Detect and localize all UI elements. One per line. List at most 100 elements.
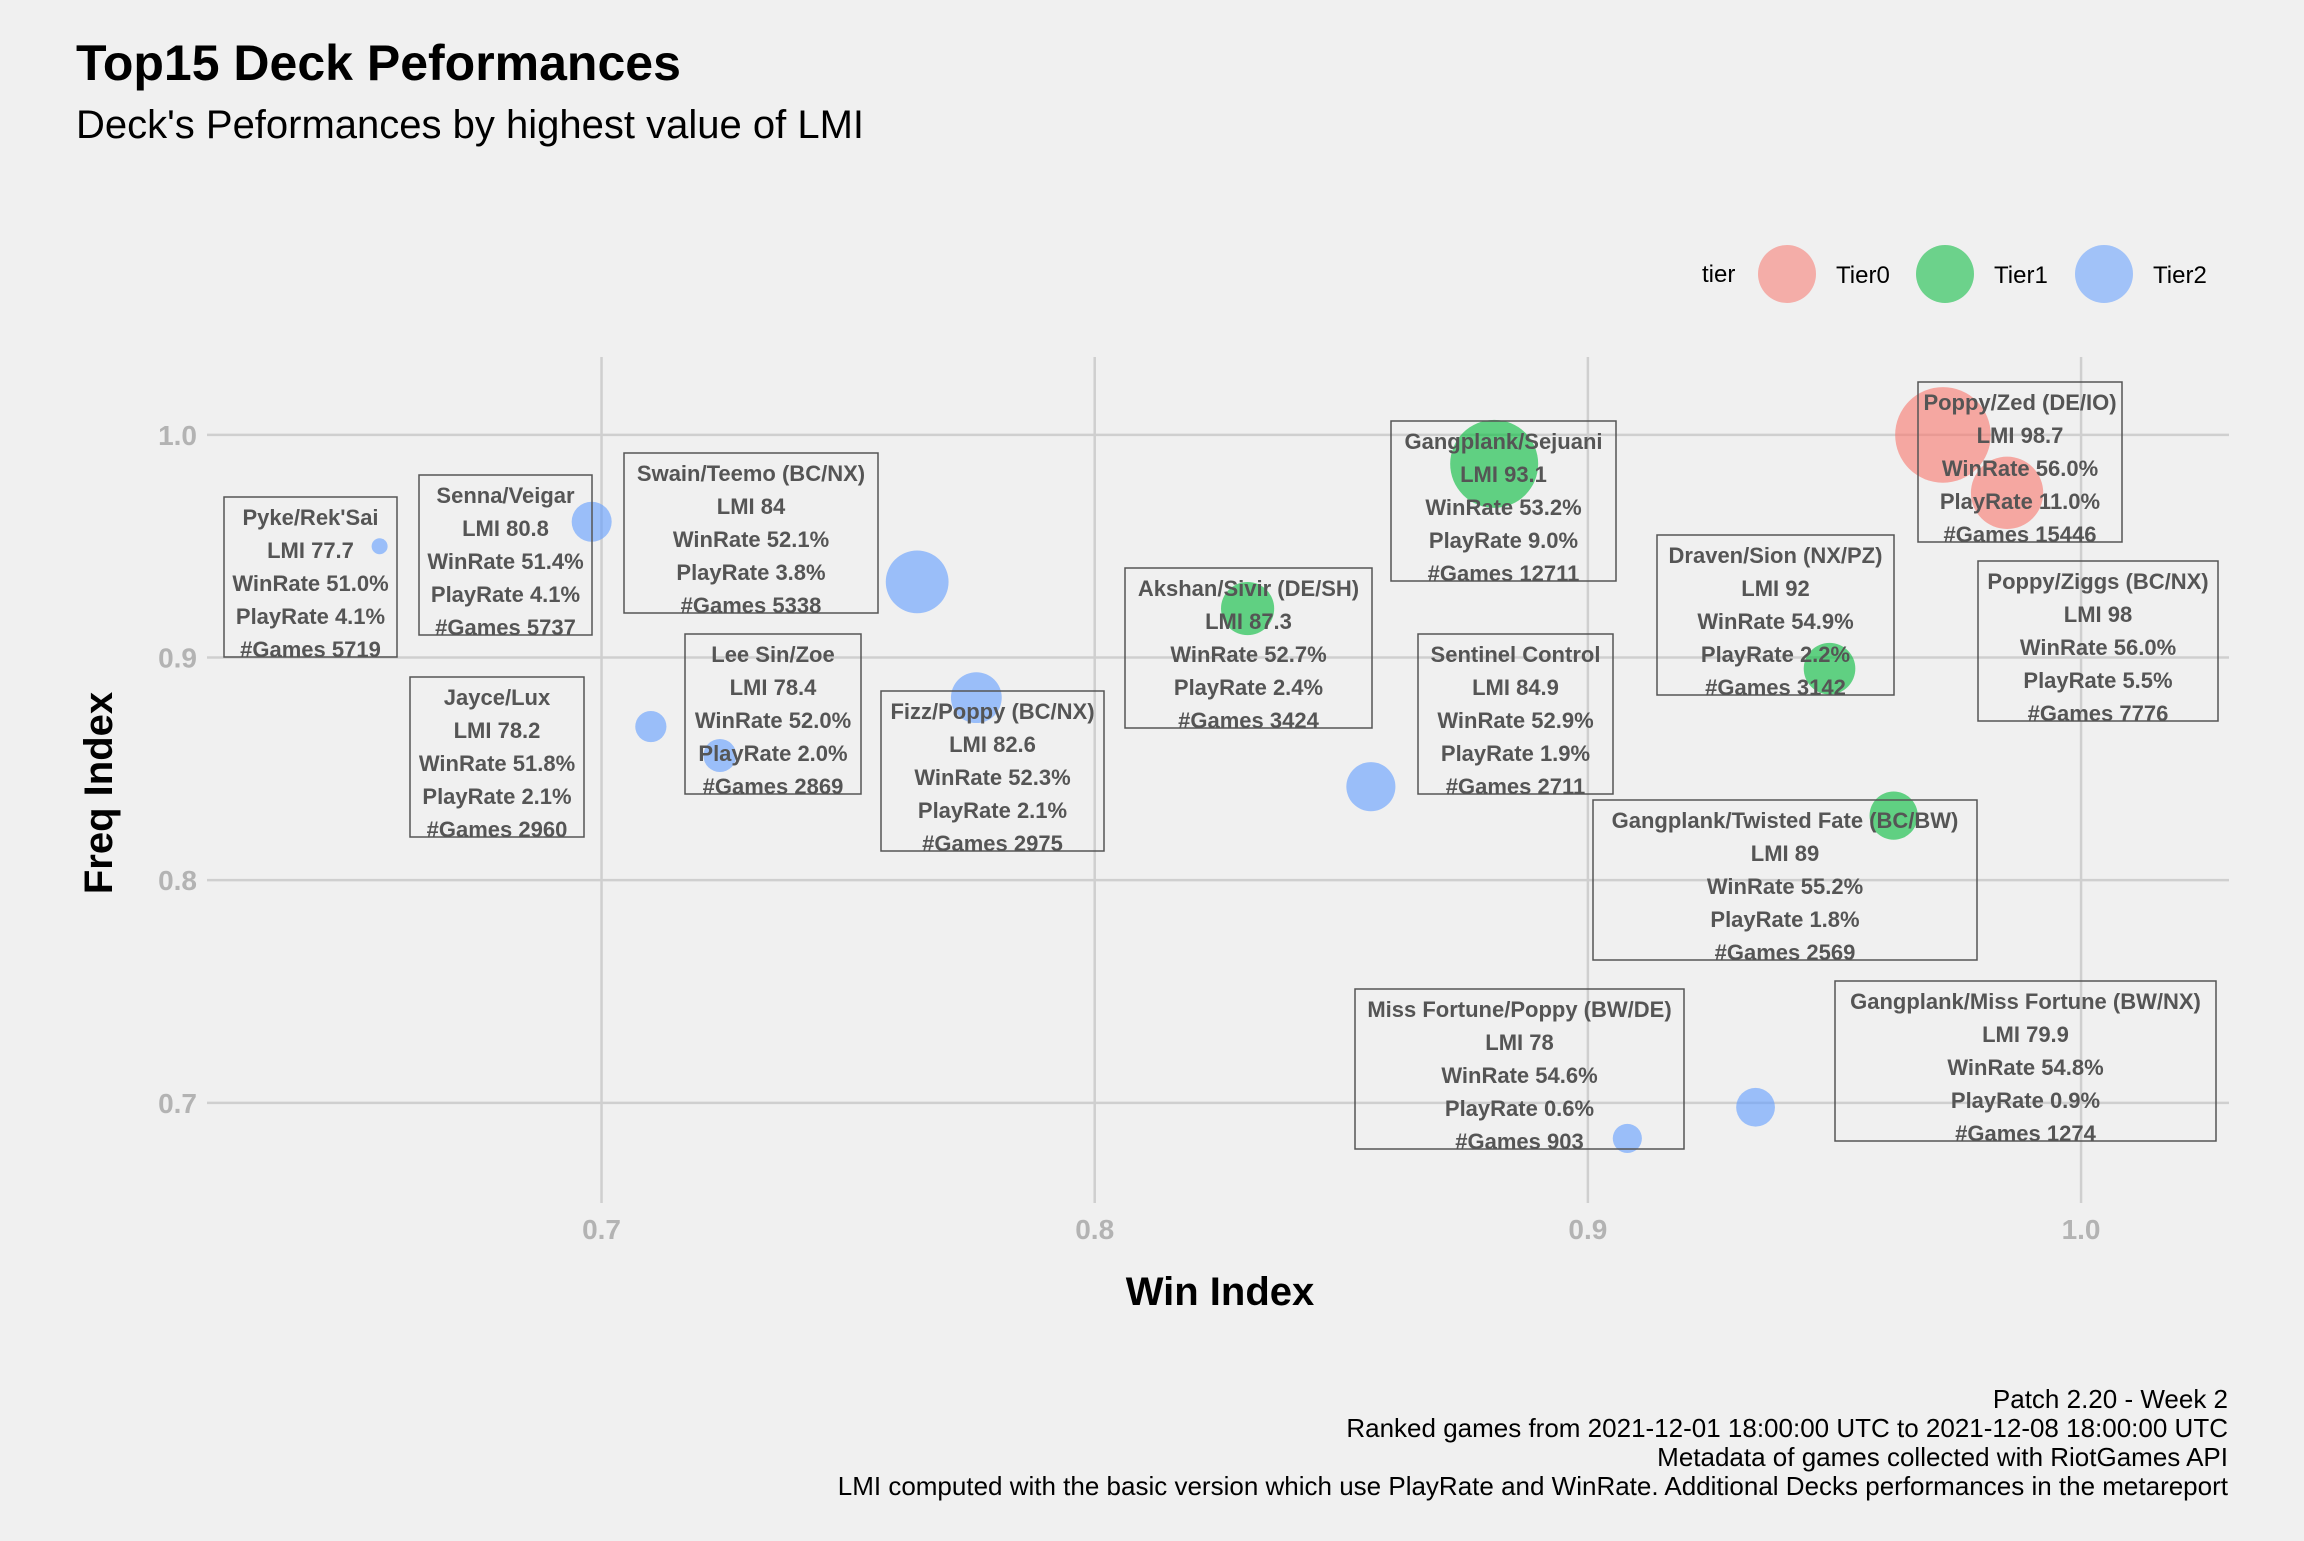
y-tick-label: 0.7 (158, 1088, 197, 1119)
deck-label-name: Lee Sin/Zoe (711, 642, 834, 667)
deck-label-name: Gangplank/Twisted Fate (BC/BW) (1612, 808, 1959, 833)
deck-label-name: Senna/Veigar (436, 483, 575, 508)
legend-label-tier1: Tier1 (1994, 262, 2048, 289)
deck-label-games: #Games 7776 (2028, 701, 2169, 726)
deck-label-box (418, 474, 593, 636)
point-swain-teemo-bc-nx (885, 550, 949, 614)
deck-label-playrate: PlayRate 9.0% (1429, 528, 1578, 553)
deck-label-swain-teemo-bc-nx: Swain/Teemo (BC/NX) LMI 84 WinRate 52.1% Pl… (623, 452, 879, 618)
y-tick-label: 1.0 (158, 420, 197, 451)
deck-label-playrate: PlayRate 2.1% (422, 784, 571, 809)
point-poppy-ziggs-bc-nx (1970, 456, 2044, 529)
x-tick-label: 0.7 (582, 1214, 621, 1245)
deck-label-name: Pyke/Rek'Sai (242, 505, 378, 530)
deck-label-winrate: WinRate 52.7% (1170, 642, 1326, 667)
deck-label-winrate: WinRate 52.1% (673, 527, 829, 552)
deck-label-lmi: LMI 98 (2064, 602, 2132, 627)
deck-label-name: Miss Fortune/Poppy (BW/DE) (1367, 997, 1671, 1022)
x-tick-label: 0.8 (1075, 1214, 1114, 1245)
deck-label-box (623, 452, 879, 614)
caption-line: LMI computed with the basic version whic… (838, 1471, 2229, 1501)
point-jayce-lux (635, 710, 667, 743)
deck-label-lmi: LMI 93.1 (1460, 462, 1547, 487)
deck-label-games: #Games 5737 (435, 615, 576, 640)
deck-label-winrate: WinRate 56.0% (1942, 456, 2098, 481)
deck-label-lee-sin-zoe: Lee Sin/Zoe LMI 78.4 WinRate 52.0% PlayRate… (684, 633, 862, 799)
point-gangplank-sejuani (1450, 419, 1539, 508)
deck-label-draven-sion-nx-pz: Draven/Sion (NX/PZ) LMI 92 WinRate 54.9% Pl… (1656, 534, 1895, 700)
point-poppy-zed-de-io (1895, 387, 1991, 483)
deck-label-games: #Games 15446 (1944, 522, 2097, 547)
point-pyke-rek-sai (371, 538, 388, 555)
deck-label-name: Jayce/Lux (444, 685, 551, 710)
deck-label-winrate: WinRate 54.6% (1441, 1063, 1597, 1088)
deck-label-lmi: LMI 82.6 (949, 732, 1036, 757)
deck-label-games: #Games 2960 (427, 817, 568, 842)
deck-label-box (1417, 633, 1614, 795)
deck-label-box (1592, 799, 1978, 961)
x-tick-label: 0.9 (1568, 1214, 1607, 1245)
chart-title: Top15 Deck Peformances (76, 35, 681, 91)
caption-line: Ranked games from 2021-12-01 18:00:00 UT… (1346, 1413, 2228, 1443)
deck-label-playrate: PlayRate 2.4% (1174, 675, 1323, 700)
deck-label-box (1354, 988, 1685, 1150)
legend-label-tier2: Tier2 (2153, 262, 2207, 289)
x-axis-label: Win Index (1126, 1270, 1315, 1314)
deck-label-winrate: WinRate 51.0% (232, 571, 388, 596)
point-sentinel-control (1346, 762, 1396, 812)
deck-label-name: Gangplank/Sejuani (1404, 429, 1602, 454)
chart-subtitle: Deck's Peformances by highest value of L… (76, 103, 864, 147)
point-gangplank-miss-fortune-bw-nx (1736, 1087, 1775, 1127)
deck-label-playrate: PlayRate 2.0% (698, 741, 847, 766)
x-tick-label: 1.0 (2062, 1214, 2101, 1245)
deck-label-name: Fizz/Poppy (BC/NX) (890, 699, 1094, 724)
deck-label-box (1977, 560, 2219, 722)
deck-label-fizz-poppy-bc-nx: Fizz/Poppy (BC/NX) LMI 82.6 WinRate 52.3% P… (880, 690, 1105, 856)
deck-label-lmi: LMI 87.3 (1205, 609, 1292, 634)
deck-label-playrate: PlayRate 2.2% (1701, 642, 1850, 667)
points-layer (371, 387, 2044, 1154)
deck-label-winrate: WinRate 54.9% (1697, 609, 1853, 634)
deck-label-lmi: LMI 98.7 (1977, 423, 2064, 448)
deck-label-winrate: WinRate 52.9% (1437, 708, 1593, 733)
deck-label-box (1834, 980, 2217, 1142)
deck-label-box (223, 496, 398, 658)
y-tick-label: 0.9 (158, 643, 197, 674)
deck-label-gangplank-sejuani: Gangplank/Sejuani LMI 93.1 WinRate 53.2% Pl… (1390, 420, 1617, 586)
point-lee-sin-zoe (703, 739, 737, 772)
deck-label-senna-veigar: Senna/Veigar LMI 80.8 WinRate 51.4% PlayRat… (418, 474, 593, 640)
deck-label-miss-fortune-poppy-bw-de: Miss Fortune/Poppy (BW/DE) LMI 78 WinRate … (1354, 988, 1685, 1154)
deck-label-pyke-rek-sai: Pyke/Rek'Sai LMI 77.7 WinRate 51.0% PlayRat… (223, 496, 398, 662)
deck-label-jayce-lux: Jayce/Lux LMI 78.2 WinRate 51.8% PlayRate 2… (409, 676, 585, 842)
deck-label-box (684, 633, 862, 795)
deck-label-winrate: WinRate 54.8% (1947, 1055, 2103, 1080)
deck-label-lmi: LMI 84.9 (1472, 675, 1559, 700)
deck-label-lmi: LMI 92 (1741, 576, 1809, 601)
point-akshan-sivir-de-sh (1220, 581, 1275, 636)
deck-label-games: #Games 903 (1455, 1129, 1583, 1154)
deck-label-winrate: WinRate 56.0% (2020, 635, 2176, 660)
deck-label-lmi: LMI 78.4 (730, 675, 818, 700)
deck-label-lmi: LMI 84 (717, 494, 786, 519)
legend: tier Tier0 Tier1 Tier2 (1702, 236, 2207, 312)
deck-label-games: #Games 5719 (240, 637, 381, 662)
deck-label-playrate: PlayRate 3.8% (676, 560, 825, 585)
legend-swatch-tier0 (1758, 245, 1816, 303)
deck-label-lmi: LMI 89 (1751, 841, 1819, 866)
deck-label-playrate: PlayRate 2.1% (918, 798, 1067, 823)
point-gangplank-twisted-fate-bc-bw (1869, 791, 1918, 840)
legend-swatch-tier2 (2075, 245, 2133, 303)
deck-label-games: #Games 3142 (1705, 675, 1846, 700)
deck-label-lmi: LMI 80.8 (462, 516, 549, 541)
deck-label-name: Poppy/Ziggs (BC/NX) (1987, 569, 2208, 594)
deck-label-box (880, 690, 1105, 852)
point-miss-fortune-poppy-bw-de (1612, 1123, 1642, 1154)
point-fizz-poppy-bc-nx (950, 672, 1002, 724)
deck-label-lmi: LMI 77.7 (267, 538, 354, 563)
y-tick-label: 0.8 (158, 865, 197, 896)
deck-label-name: Gangplank/Miss Fortune (BW/NX) (1850, 989, 2201, 1014)
deck-label-akshan-sivir-de-sh: Akshan/Sivir (DE/SH) LMI 87.3 WinRate 52.7… (1124, 567, 1373, 733)
deck-label-lmi: LMI 78 (1485, 1030, 1553, 1055)
